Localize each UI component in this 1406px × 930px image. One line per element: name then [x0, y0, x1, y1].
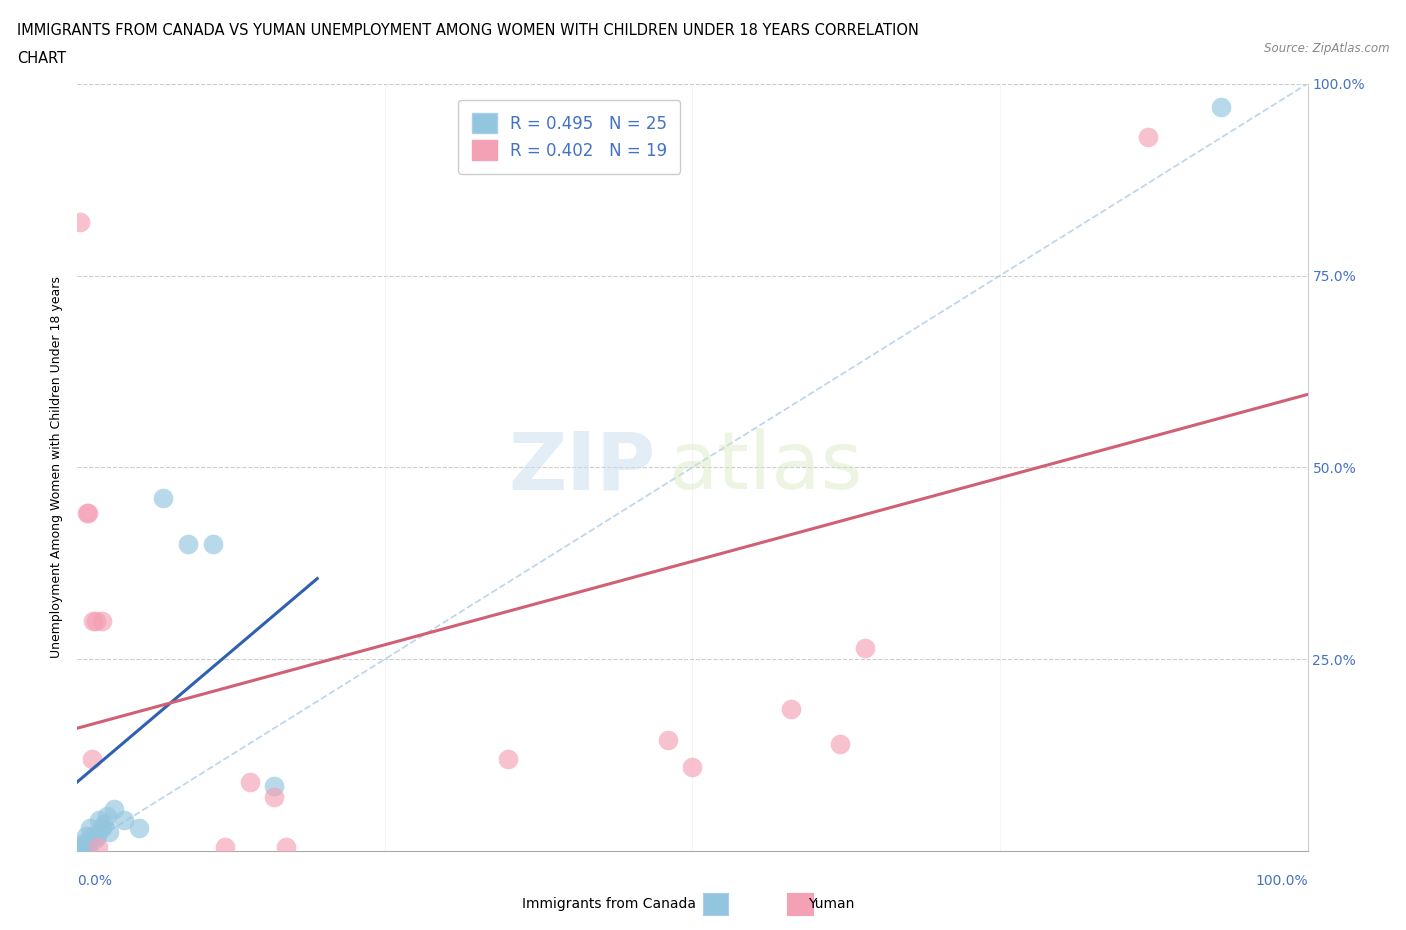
Point [76, 506, 98, 521]
Point [77, 840, 100, 855]
Point [263, 790, 285, 804]
Point [780, 701, 803, 716]
Point [79, 820, 101, 835]
Point [90, 820, 114, 835]
Point [496, 751, 519, 766]
Point [82, 829, 104, 843]
Text: 0.0%: 0.0% [77, 874, 112, 888]
Point [82, 614, 104, 629]
Text: IMMIGRANTS FROM CANADA VS YUMAN UNEMPLOYMENT AMONG WOMEN WITH CHILDREN UNDER 18 : IMMIGRANTS FROM CANADA VS YUMAN UNEMPLOY… [17, 23, 918, 38]
Point [214, 840, 236, 855]
Text: Immigrants from Canada: Immigrants from Canada [522, 897, 696, 911]
Point [276, 840, 298, 855]
Point [682, 759, 704, 774]
Point [853, 640, 876, 655]
Point [112, 813, 135, 828]
Point [128, 820, 150, 835]
Y-axis label: Unemployment Among Women with Children Under 18 years: Unemployment Among Women with Children U… [51, 276, 63, 658]
Point [96, 809, 118, 824]
Point [239, 775, 262, 790]
Point [72, 836, 94, 851]
Point [76, 836, 98, 851]
Point [75, 829, 97, 843]
Point [263, 778, 285, 793]
Point [93, 817, 115, 831]
Point [77, 506, 100, 521]
Text: Source: ZipAtlas.com: Source: ZipAtlas.com [1264, 42, 1389, 55]
Point [201, 537, 224, 551]
Point [73, 844, 96, 858]
Point [83, 832, 105, 847]
Point [82, 751, 104, 766]
Legend: R = 0.495   N = 25, R = 0.402   N = 19: R = 0.495 N = 25, R = 0.402 N = 19 [458, 100, 681, 174]
Point [87, 840, 110, 855]
Point [177, 537, 200, 551]
Point [69, 840, 91, 855]
Point [152, 491, 174, 506]
Point [830, 737, 852, 751]
Point [70, 842, 93, 857]
Point [657, 732, 679, 747]
Point [1211, 100, 1233, 114]
Point [90, 614, 114, 629]
Point [98, 824, 121, 839]
Point [89, 813, 111, 828]
Text: Yuman: Yuman [808, 897, 855, 911]
Point [1136, 130, 1159, 145]
Point [84, 614, 107, 629]
Text: ZIP: ZIP [509, 429, 655, 506]
Text: atlas: atlas [668, 429, 862, 506]
Point [70, 844, 93, 858]
Point [103, 802, 125, 817]
Point [86, 829, 108, 843]
Point [69, 215, 91, 230]
Text: CHART: CHART [17, 51, 66, 66]
Text: 100.0%: 100.0% [1256, 874, 1308, 888]
